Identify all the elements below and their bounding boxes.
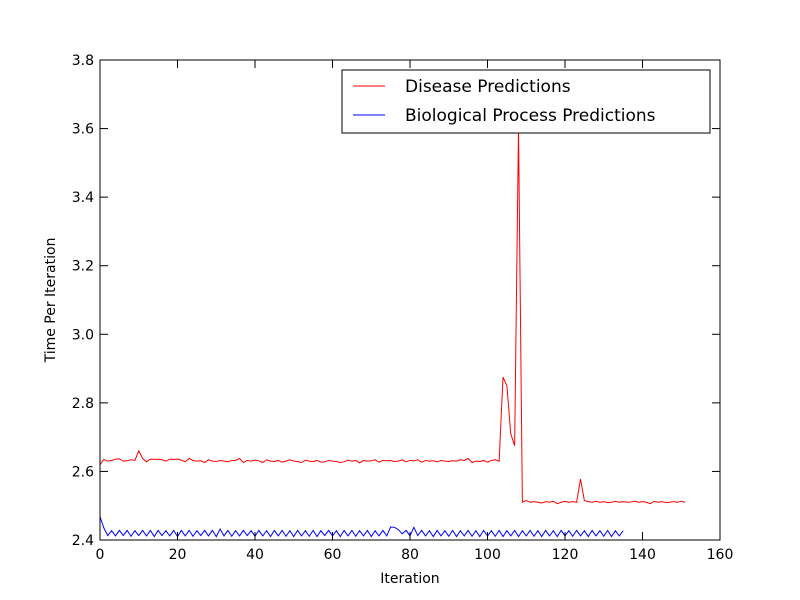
legend-box xyxy=(341,69,711,134)
x-tick-label: 60 xyxy=(324,547,342,563)
y-tick-label: 3.6 xyxy=(72,122,94,138)
x-tick-label: 40 xyxy=(246,547,264,563)
series-line-disease xyxy=(100,128,686,505)
ticks-layer: 0 20 40 60 80 100 120 140 160 2.4 2.6 2.8 3.0 3.2 3.4 3… xyxy=(72,53,734,563)
y-axis-title: Time Per Iteration xyxy=(43,238,59,364)
y-tick-label: 2.8 xyxy=(72,396,94,412)
series-layer xyxy=(100,128,686,538)
legend-label-biological-process: Biological Process Predictions xyxy=(405,106,656,126)
legend-label-disease: Disease Predictions xyxy=(405,77,571,97)
x-axis-title: Iteration xyxy=(380,571,439,587)
x-tick-label: 120 xyxy=(552,547,579,563)
x-tick-label: 100 xyxy=(474,547,501,563)
series-line-biological-process xyxy=(100,516,624,538)
x-tick-label: 160 xyxy=(707,547,734,563)
y-tick-label: 3.0 xyxy=(72,327,94,343)
x-tick-label: 0 xyxy=(96,547,105,563)
y-tick-label: 2.4 xyxy=(72,533,94,549)
y-tick-label: 2.6 xyxy=(72,464,94,480)
y-tick-label: 3.8 xyxy=(72,53,94,69)
x-tick-label: 80 xyxy=(401,547,419,563)
x-tick-label: 140 xyxy=(629,547,656,563)
y-tick-label: 3.2 xyxy=(72,259,94,275)
x-tick-label: 20 xyxy=(169,547,187,563)
y-tick-label: 3.4 xyxy=(72,190,94,206)
legend: Disease Predictions Biological Process P… xyxy=(341,69,711,134)
